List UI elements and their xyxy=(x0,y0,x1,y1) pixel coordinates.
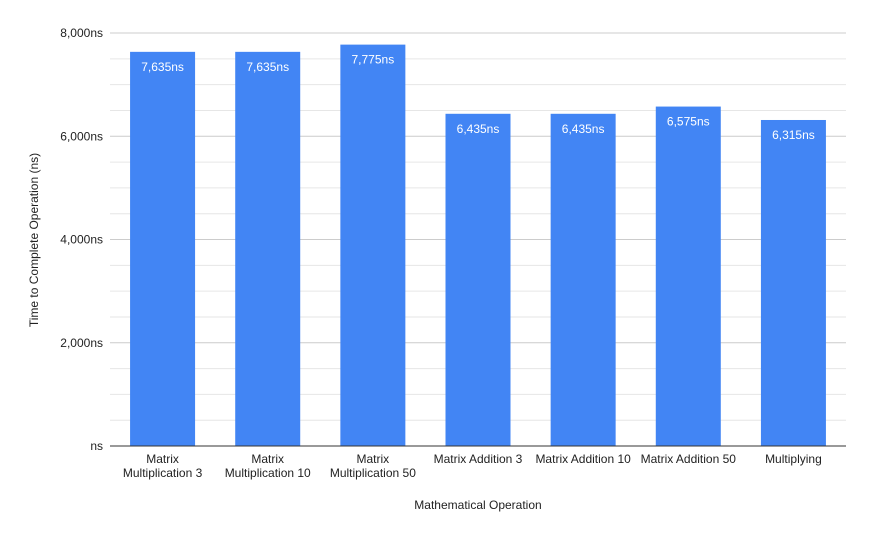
bar xyxy=(130,51,196,446)
x-category-label: Matrix Addition 10 xyxy=(535,452,631,466)
y-tick-label: 8,000ns xyxy=(60,26,103,40)
y-tick-label: 2,000ns xyxy=(60,336,103,350)
x-category-label-line: Multiplying xyxy=(765,452,822,466)
x-category-label: Matrix Multiplication 3 xyxy=(123,452,203,480)
y-tick-label: 6,000ns xyxy=(60,129,103,143)
bar-data-label: 6,315ns xyxy=(772,128,815,142)
x-axis-title: Mathematical Operation xyxy=(414,498,541,512)
bar-data-label: 7,635ns xyxy=(246,60,289,74)
x-category-label-line: Matrix xyxy=(357,452,390,466)
bar-data-label: 7,635ns xyxy=(141,60,184,74)
x-category-label-line: Matrix Addition 10 xyxy=(535,452,631,466)
bar xyxy=(235,51,301,446)
x-category-label-line: Matrix Addition 3 xyxy=(434,452,523,466)
bar-data-label: 6,435ns xyxy=(457,122,500,136)
bar-data-label: 6,435ns xyxy=(562,122,605,136)
x-category-label-line: Matrix Addition 50 xyxy=(641,452,737,466)
bar xyxy=(550,113,616,446)
x-category-label-line: Matrix xyxy=(146,452,179,466)
x-category-label: Multiplying xyxy=(765,452,822,466)
y-axis-title: Time to Complete Operation (ns) xyxy=(27,153,41,327)
labels: ns 2,000ns 4,000ns 6,000ns 8,000ns 7,635ns Mat… xyxy=(60,26,821,480)
y-tick-label: ns xyxy=(90,439,103,453)
bar xyxy=(445,113,511,446)
x-category-label-line: Multiplication 50 xyxy=(330,466,416,480)
y-tick-label: 4,000ns xyxy=(60,233,103,247)
bar xyxy=(760,119,826,446)
x-category-label: Matrix Addition 50 xyxy=(641,452,737,466)
bars xyxy=(130,44,826,447)
x-category-label-line: Multiplication 3 xyxy=(123,466,203,480)
bar-data-label: 7,775ns xyxy=(352,53,395,67)
bar xyxy=(655,106,721,447)
x-category-label-line: Matrix xyxy=(251,452,284,466)
x-category-label: Matrix Multiplication 10 xyxy=(225,452,311,480)
bar-data-label: 6,575ns xyxy=(667,115,710,129)
x-category-label: Matrix Addition 3 xyxy=(434,452,523,466)
x-category-label: Matrix Multiplication 50 xyxy=(330,452,416,480)
x-category-label-line: Multiplication 10 xyxy=(225,466,311,480)
bar xyxy=(340,44,406,446)
